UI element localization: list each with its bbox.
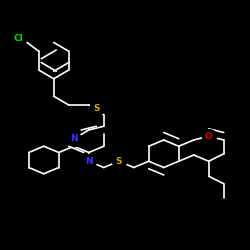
Text: N: N (70, 134, 78, 143)
Text: S: S (93, 104, 100, 113)
Text: N: N (85, 157, 92, 166)
Text: O: O (205, 132, 212, 141)
Text: Cl: Cl (14, 34, 24, 43)
Text: S: S (116, 157, 122, 166)
